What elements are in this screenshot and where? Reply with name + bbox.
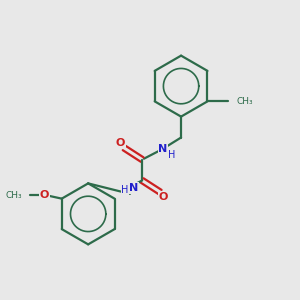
Text: N: N xyxy=(158,143,168,154)
Text: O: O xyxy=(40,190,49,200)
Text: O: O xyxy=(159,192,168,202)
Text: CH₃: CH₃ xyxy=(5,191,22,200)
Text: H: H xyxy=(167,150,175,160)
Text: CH₃: CH₃ xyxy=(236,97,253,106)
Text: H: H xyxy=(121,185,128,195)
Text: N: N xyxy=(129,183,138,193)
Text: O: O xyxy=(116,138,125,148)
